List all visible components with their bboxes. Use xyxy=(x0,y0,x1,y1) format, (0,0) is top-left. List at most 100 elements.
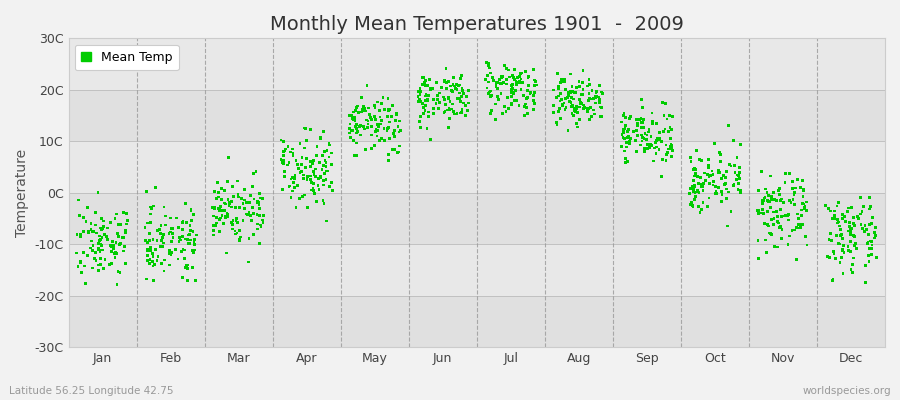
Point xyxy=(629,116,643,123)
Point xyxy=(581,98,596,104)
Point xyxy=(436,109,451,116)
Point xyxy=(727,182,742,188)
Point xyxy=(446,108,460,115)
Point xyxy=(380,128,394,134)
Point xyxy=(706,178,720,185)
Point xyxy=(661,150,675,156)
Point xyxy=(442,107,456,113)
Point xyxy=(550,122,564,128)
Point xyxy=(226,222,240,228)
Point xyxy=(176,226,190,232)
Point xyxy=(722,189,736,195)
Point xyxy=(841,243,855,249)
Point xyxy=(689,148,704,154)
Point xyxy=(782,233,796,239)
Point xyxy=(246,204,260,211)
Point xyxy=(73,260,87,266)
Point xyxy=(454,72,469,79)
Point xyxy=(348,118,363,124)
Point xyxy=(382,108,396,114)
Point xyxy=(345,115,359,122)
Point xyxy=(435,84,449,91)
Point xyxy=(187,242,202,248)
Point xyxy=(573,101,588,107)
Point xyxy=(437,108,452,115)
Point xyxy=(418,93,433,99)
Point xyxy=(301,204,315,211)
Point xyxy=(164,252,178,258)
Point xyxy=(358,108,373,114)
Point xyxy=(507,98,521,104)
Point xyxy=(760,197,774,204)
Point xyxy=(246,184,260,190)
Point xyxy=(634,96,649,102)
Point xyxy=(95,226,110,232)
Point xyxy=(513,79,527,86)
Point xyxy=(714,175,728,182)
Point xyxy=(842,228,856,234)
Point xyxy=(796,188,811,194)
Point xyxy=(450,86,464,93)
Point xyxy=(217,200,231,206)
Point xyxy=(767,215,781,222)
Point xyxy=(842,224,857,231)
Point xyxy=(284,149,298,155)
Point xyxy=(716,172,731,178)
Point xyxy=(500,94,515,100)
Point xyxy=(587,95,601,102)
Point xyxy=(429,100,444,106)
Legend: Mean Temp: Mean Temp xyxy=(75,44,179,70)
Point xyxy=(361,124,375,131)
Point xyxy=(782,197,796,203)
Point xyxy=(733,164,747,171)
Point xyxy=(508,78,523,85)
Point xyxy=(95,247,110,253)
Point xyxy=(143,211,157,217)
Point xyxy=(94,226,109,233)
Point xyxy=(507,90,521,96)
Point xyxy=(446,74,461,81)
Point xyxy=(80,204,94,210)
Point xyxy=(554,115,568,122)
Point xyxy=(299,126,313,132)
Point xyxy=(250,211,265,218)
Point xyxy=(690,174,705,180)
Point xyxy=(373,137,387,144)
Point xyxy=(154,222,168,228)
Point xyxy=(91,246,105,252)
Point xyxy=(345,128,359,134)
Point xyxy=(518,112,532,118)
Point xyxy=(85,238,99,244)
Point xyxy=(99,233,113,240)
Point xyxy=(246,231,260,238)
Point xyxy=(827,212,842,219)
Point xyxy=(307,180,321,187)
Point xyxy=(636,124,651,130)
Point xyxy=(649,120,663,126)
Point xyxy=(162,230,176,237)
Point xyxy=(684,159,698,165)
Point xyxy=(346,137,360,144)
Point xyxy=(213,215,228,221)
Point xyxy=(277,174,292,180)
Point xyxy=(695,183,709,190)
Point xyxy=(557,100,572,106)
Point xyxy=(520,88,535,94)
Point xyxy=(346,128,360,134)
Point xyxy=(423,86,437,93)
Point xyxy=(256,220,270,226)
Point xyxy=(664,126,679,132)
Point xyxy=(389,110,403,116)
Point xyxy=(868,235,882,241)
Point xyxy=(786,196,800,203)
Point xyxy=(482,89,497,95)
Point xyxy=(227,193,241,200)
Point xyxy=(482,65,497,71)
Point xyxy=(570,103,584,109)
Point xyxy=(554,76,569,82)
Point xyxy=(381,157,395,164)
Point xyxy=(278,146,293,152)
Point xyxy=(413,113,428,120)
Point xyxy=(770,244,785,250)
Point xyxy=(621,134,635,141)
